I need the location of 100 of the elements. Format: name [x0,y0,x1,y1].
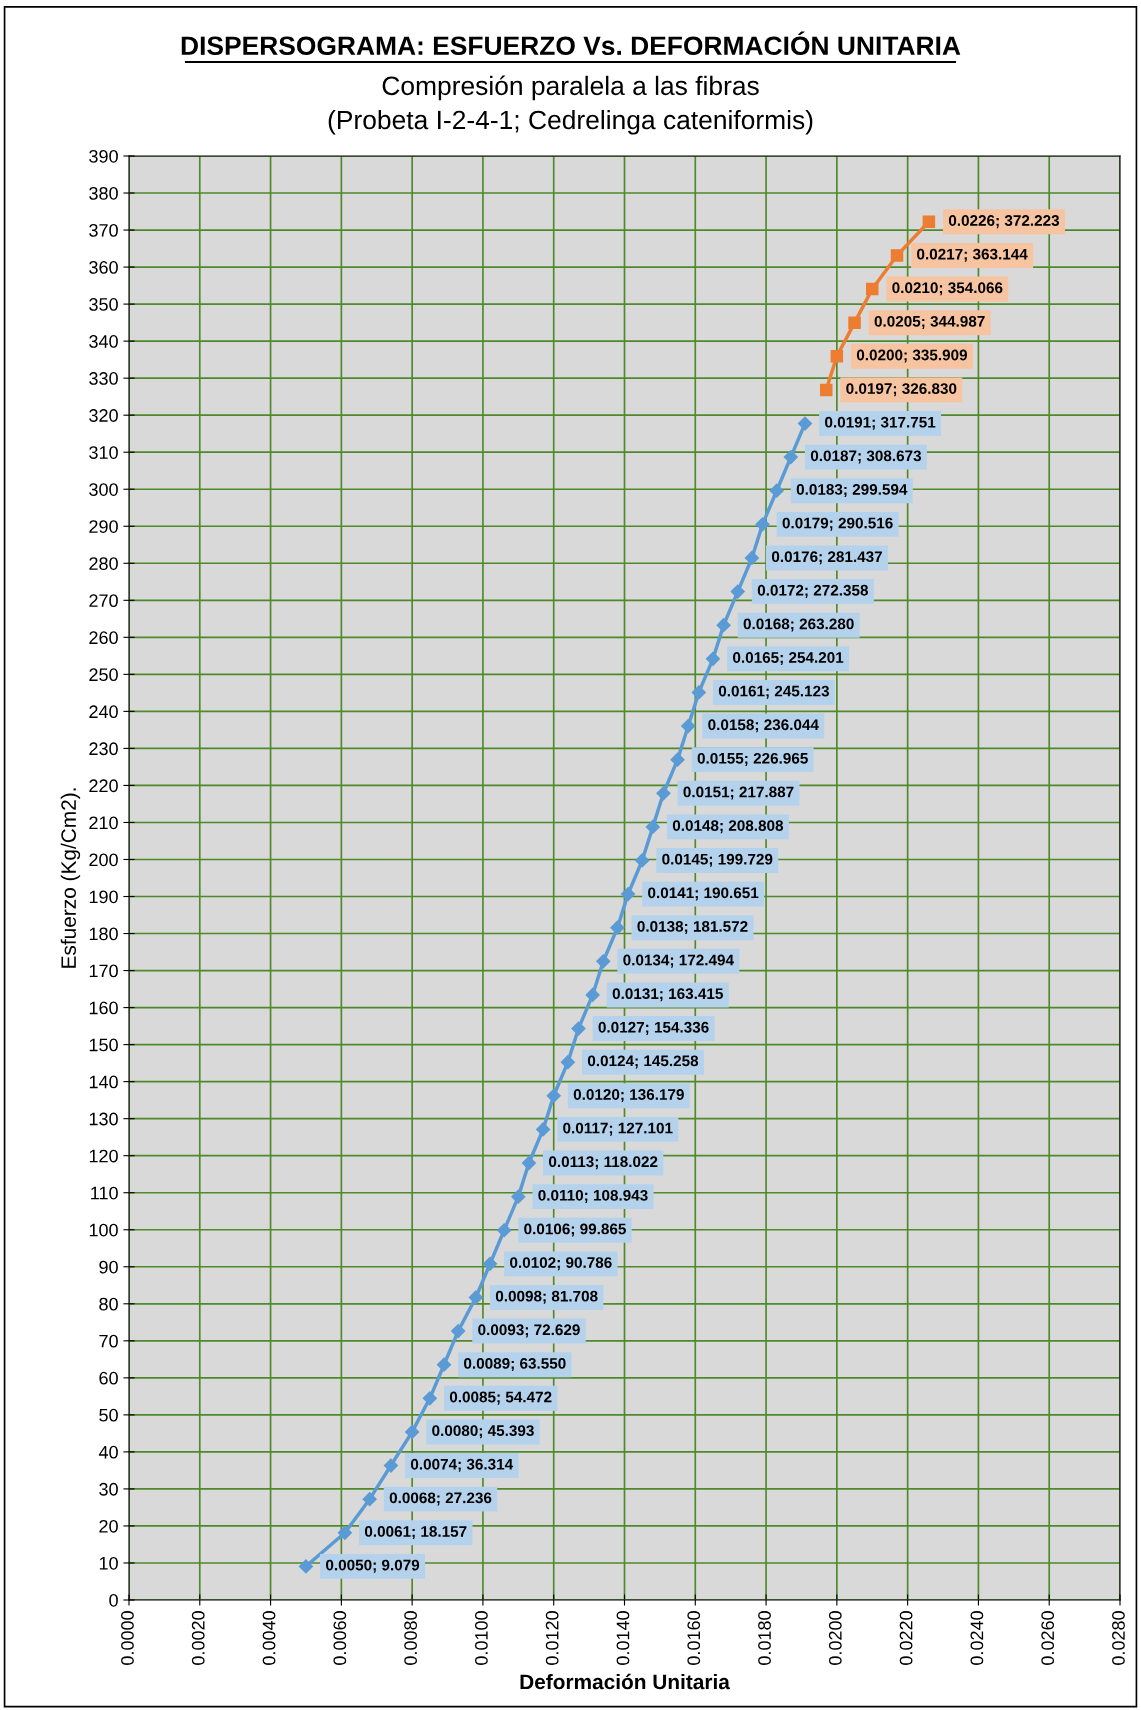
point [482,1256,498,1271]
point [848,316,861,329]
x-tick-label: 0.0060 [333,1611,347,1665]
point [635,853,650,868]
x-tick-label: 0.0180 [758,1611,771,1665]
y-tick-label: 370 [89,223,118,237]
y-tick-label: 310 [89,446,118,459]
data-label: 0.0141; 190.651 [648,887,759,901]
point [511,1189,526,1204]
point [645,819,660,834]
point [560,1055,575,1070]
point [890,249,904,262]
point [716,618,731,633]
y-tick-label: 40 [98,1445,118,1459]
data-label: 0.0117; 127.101 [563,1122,673,1136]
point [422,1391,437,1406]
data-label: 0.0068; 27.236 [389,1492,492,1506]
x-tick-label: 0.0140 [616,1611,630,1665]
data-label: 0.0217; 363.144 [917,248,1028,262]
y-tick-label: 10 [99,1556,118,1570]
y-tick-label: 240 [89,705,118,719]
data-label: 0.0131; 163.415 [612,988,723,1002]
y-tick-label: 120 [89,1149,118,1163]
point [670,752,685,767]
y-tick-label: 160 [89,1001,118,1015]
chart-title: DISPERSOGRAMA: ESFUERZO Vs. DEFORMACIÓN UNITARIA [181,31,961,56]
y-tick-label: 130 [89,1112,118,1126]
x-tick-label: 0.0080 [404,1611,417,1665]
data-label: 0.0155; 226.965 [697,752,808,766]
y-tick-label: 190 [89,890,118,904]
point [497,1223,512,1238]
data-label: 0.0151; 217.887 [683,786,794,800]
data-label: 0.0074; 36.314 [410,1458,514,1472]
y-tick-label: 230 [89,742,118,756]
point [596,954,611,969]
y-tick-label: 170 [89,964,118,978]
point [783,450,798,465]
x-tick-label: 0.0020 [191,1611,205,1665]
y-tick-label: 290 [89,520,118,533]
point [610,920,625,935]
point [451,1324,466,1339]
data-label: 0.0158; 236.044 [708,719,819,733]
data-label: 0.0183; 299.594 [796,484,908,498]
point [585,987,600,1003]
y-tick-label: 60 [99,1371,118,1385]
y-tick-label: 380 [89,186,118,200]
data-label: 0.0168; 263.280 [743,618,854,632]
data-label: 0.0191; 317.751 [825,416,936,430]
x-tick-label: 0.0220 [899,1611,913,1665]
data-label: 0.0127; 154.336 [598,1021,709,1035]
data-label: 0.0165; 254.201 [733,652,844,666]
y-tick-label: 260 [89,631,118,645]
data-label: 0.0197; 326.830 [846,383,957,397]
y-tick-label: 50 [99,1408,118,1422]
data-label: 0.0148; 208.808 [672,820,784,834]
data-label: 0.0134; 172.494 [623,954,734,968]
data-label: 0.0200; 335.909 [856,349,968,363]
x-tick-label: 0.0000 [121,1611,134,1665]
y-tick-label: 150 [89,1038,118,1052]
point [536,1122,551,1137]
point [922,215,936,229]
y-tick-label: 110 [91,1186,118,1200]
point [705,651,721,666]
x-tick-label: 0.0260 [1041,1611,1055,1665]
point [620,887,636,902]
y-tick-label: 180 [89,927,118,941]
point [521,1155,537,1171]
point [436,1357,452,1372]
y-tick-label: 340 [89,335,118,348]
data-label: 0.0205; 344.987 [874,315,985,329]
y-tick-label: 360 [89,261,118,274]
data-label: 0.0089; 63.550 [464,1357,566,1372]
y-tick-label: 300 [89,483,118,496]
x-tick-label: 0.0100 [474,1611,488,1665]
data-label: 0.0176; 281.437 [771,551,882,565]
point [865,282,879,296]
point [769,483,784,498]
x-tick-label: 0.0200 [828,1611,842,1665]
data-label: 0.0210; 354.066 [892,282,1003,296]
x-axis-title: Deformación Unitaria [520,1673,730,1690]
point [730,584,745,599]
chart-subtitle: Compresión paralela a las fibras (Probeta I-2-4-1; Cedrelinga cateniformis) [328,75,813,135]
data-label: 0.0085; 54.472 [449,1391,552,1405]
data-label: 0.0080; 45.393 [432,1425,534,1439]
data-label: 0.0226; 372.223 [948,215,1060,229]
x-tick-label: 0.0040 [262,1611,276,1665]
y-tick-label: 70 [99,1334,118,1348]
data-label: 0.0187; 308.673 [810,450,922,464]
y-tick-label: 0 [109,1593,118,1607]
point [744,550,759,566]
data-label: 0.0138; 181.572 [637,921,748,935]
y-tick-label: 330 [89,372,118,385]
point [405,1424,420,1440]
y-tick-label: 320 [89,409,118,422]
y-tick-label: 90 [99,1260,118,1274]
y-tick-label: 30 [99,1482,118,1496]
point [383,1458,398,1473]
data-label: 0.0050; 9.079 [326,1559,420,1573]
y-tick-label: 270 [89,594,118,608]
point [830,350,844,363]
